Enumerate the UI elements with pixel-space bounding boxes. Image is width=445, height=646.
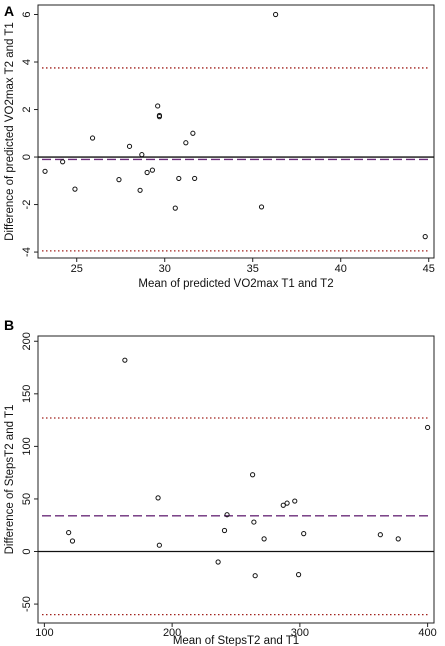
panel-a-x-tick-label: 30 [159,263,171,275]
panel-a-x-tick-label: 40 [335,263,347,275]
panel-a-frame [37,4,435,259]
panel-b-x-tick-label: 300 [291,627,309,639]
panel-b-y-tick-label: 100 [21,437,33,455]
panel-b-point [252,573,258,579]
panel-a-y-tick-label: 4 [21,59,33,65]
panel-a-point [155,103,161,109]
panel-a-letter: A [4,3,14,19]
panel-b-point [215,559,221,565]
panel-b-point [224,512,230,518]
panel-a: A 25 30 35 40 45 -4 -2 0 2 4 6 Mean of predicted VO2… [4,3,435,290]
panel-a-point [126,143,133,149]
panel-a-point [176,175,182,182]
panel-b-letter: B [4,317,14,333]
panel-b-frame [37,335,435,624]
panel-b-x-tick-label: 100 [35,627,53,639]
panel-a-point [72,186,78,192]
panel-b-point [377,532,383,538]
panel-b-point [284,500,290,506]
panel-a-point [273,11,279,18]
panel-b-point [301,531,307,537]
panel-b-y-axis-label: Difference of StepsT2 and T1 [4,405,16,555]
panel-a-point [190,130,196,136]
panel-b-x-axis-label: Mean of StepsT2 and T1 [173,635,299,646]
panel-a-x-tick-label: 35 [247,263,259,275]
panel-b-x-tick-label: 200 [163,627,181,639]
panel-b-point [295,572,302,578]
panel-b-point [280,502,286,508]
panel-b-point [221,527,228,534]
panel-b-point [122,357,128,363]
panel-a-x-tick-label: 25 [71,263,83,275]
panel-a-point [42,168,48,174]
panel-b-y-tick-label: -50 [21,596,33,612]
panel-b-point [155,495,161,501]
panel-a-y-tick-label: 2 [21,106,33,112]
panel-a-point [139,152,145,158]
panel-b-point [425,424,431,431]
panel-b-x-tick-label: 400 [418,627,436,639]
panel-a-point [422,234,428,240]
panel-a-point [60,159,66,165]
panel-a-point [149,167,155,173]
panel-a-x-tick-label: 45 [423,263,435,275]
panel-a-point [116,177,122,183]
panel-b-point [261,536,267,542]
panel-a-y-tick-label: -4 [21,247,33,257]
panel-a-point [144,169,150,176]
panel-a-y-tick-label: 6 [21,11,33,17]
panel-a-point [192,175,198,182]
panel-a-point [183,140,189,146]
panel-a-y-tick-label: 0 [21,154,33,160]
panel-a-x-axis-label: Mean of predicted VO2max T1 and T2 [138,278,333,290]
panel-b-y-tick-label: 0 [21,548,33,554]
panel-b-y-tick-label: 50 [21,493,33,505]
panel-b-point [251,519,257,525]
panel-b-point [66,529,72,536]
panel-b-point [250,472,256,478]
panel-b-y-tick-label: 150 [21,385,33,403]
panel-a-y-tick-label: -2 [21,200,33,210]
panel-b-point [69,538,76,544]
panel-a-point [258,204,265,210]
panel-b-point [395,536,401,542]
panel-b-y-tick-label: 200 [21,332,33,350]
panel-a-y-axis-label: Difference of predicted VO2max T2 and T1 [4,22,16,241]
panel-a-point [172,205,178,211]
panel-a-point [89,135,96,141]
panel-a-point [156,114,163,120]
panel-a-point [137,187,143,193]
panel-b-point [156,542,162,548]
panel-b-point [292,498,298,504]
